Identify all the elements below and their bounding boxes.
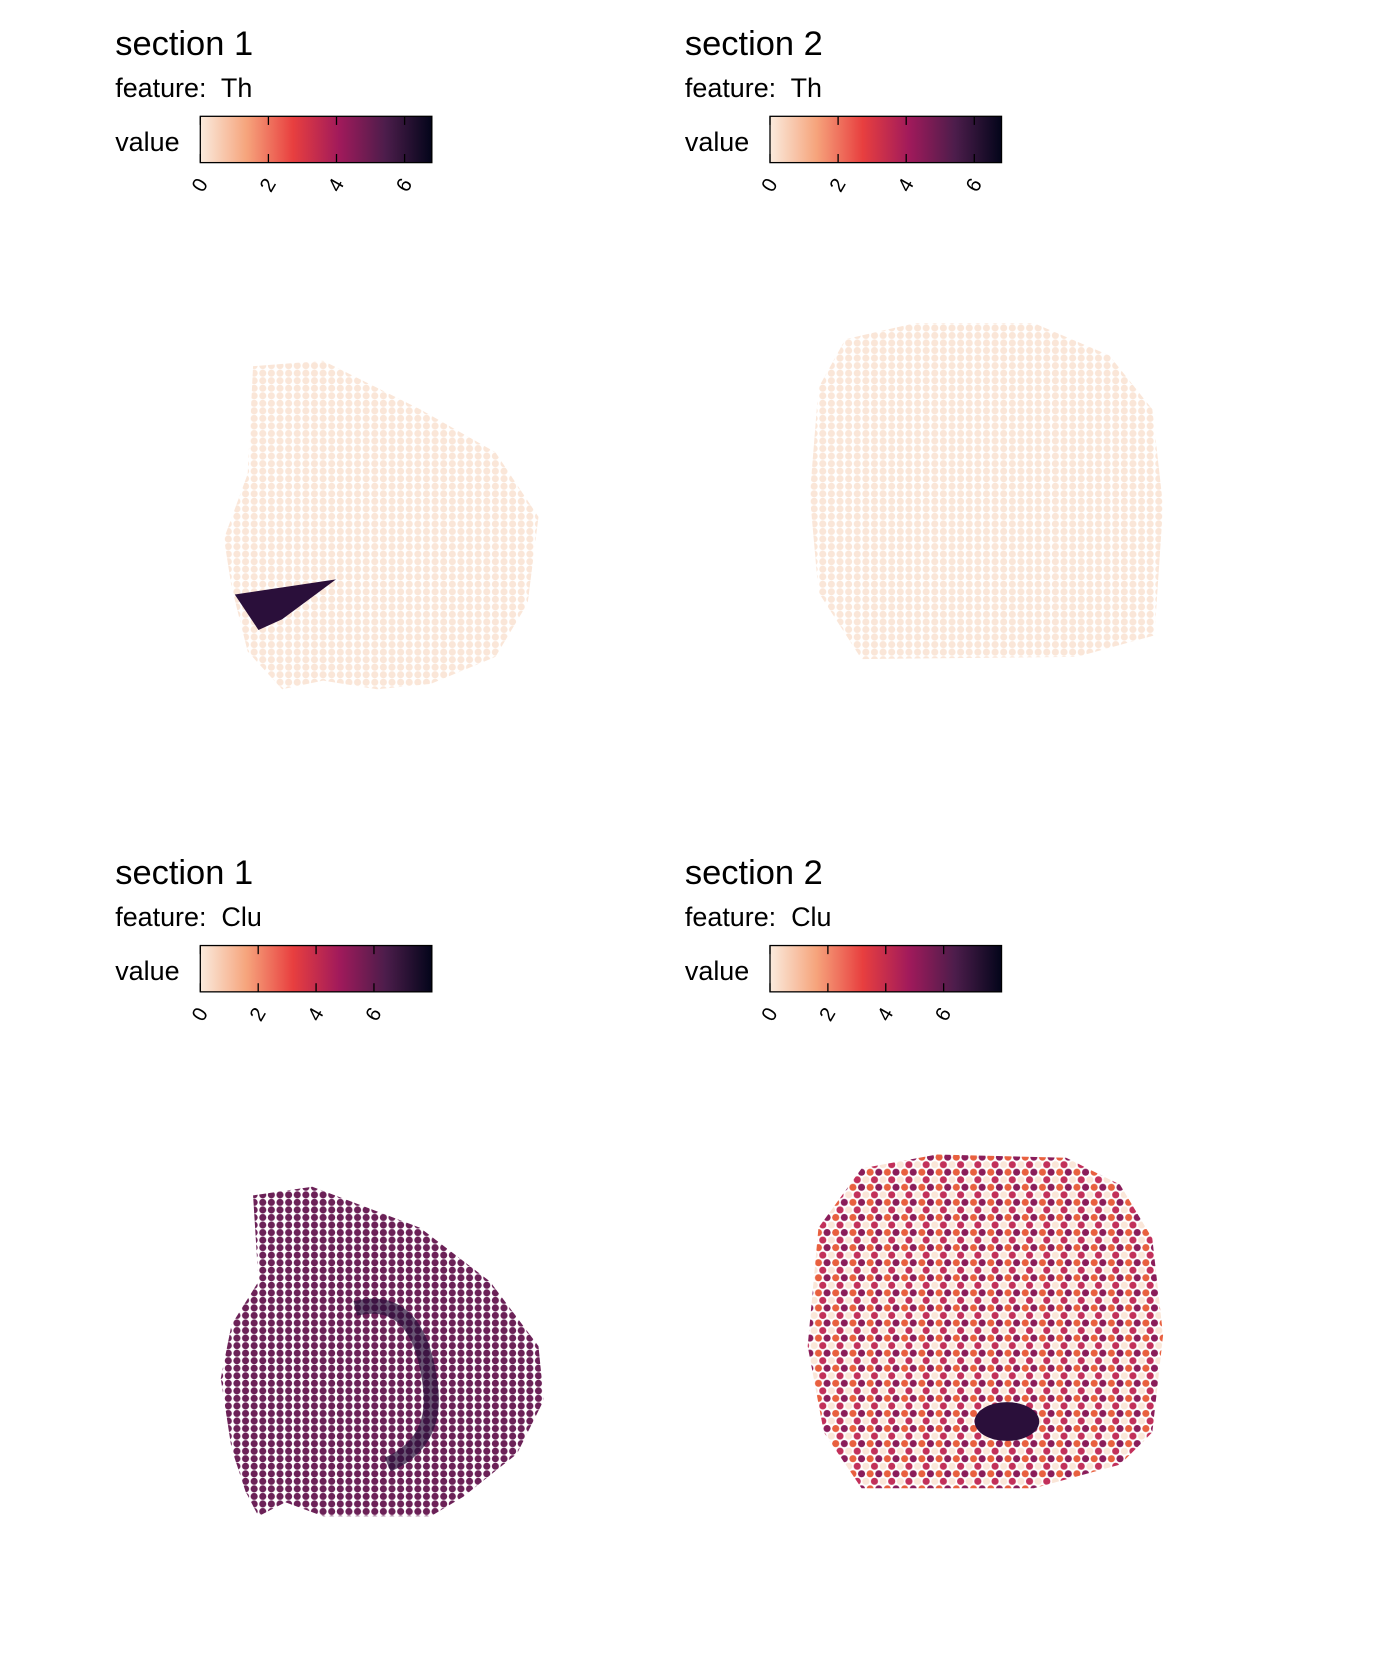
- tissue-section2-clu: [807, 1154, 1164, 1489]
- panel: section 2 feature: Clu value 0 2 4 6: [685, 854, 1003, 1025]
- panel: section 1 feature: Clu value 0 2 4 6: [115, 854, 433, 1025]
- panel: section 2 feature: Th value 0 2 4 6: [685, 25, 1003, 196]
- feature-label: feature: Clu: [115, 902, 262, 932]
- panel-title: section 2: [685, 25, 823, 63]
- colorbar-tick-label: 0: [187, 175, 213, 196]
- colorbar-tick-label: 4: [323, 175, 349, 196]
- panel-title: section 1: [115, 854, 253, 892]
- legend-title: value: [115, 127, 179, 157]
- feature-label: feature: Clu: [685, 902, 832, 932]
- tissue-section1-th: [224, 360, 539, 690]
- feature-label: feature: Th: [115, 73, 252, 103]
- colorbar-tick-label: 2: [255, 175, 281, 196]
- panel: section 1 feature: Th value 0 2 4 6: [115, 25, 433, 196]
- legend-title: value: [685, 127, 749, 157]
- colorbar-tick-label: 6: [392, 175, 418, 196]
- colorbar-tick-label: 4: [893, 175, 919, 196]
- panel-title: section 2: [685, 854, 823, 892]
- colorbar-tick-label: 6: [361, 1004, 387, 1025]
- colorbar-tick-label: 4: [303, 1004, 329, 1025]
- colorbar-tick-label: 6: [961, 175, 987, 196]
- colorbar-tick-label: 0: [757, 175, 783, 196]
- tissue-section1-clu: [220, 1186, 544, 1517]
- colorbar-tick-label: 2: [825, 175, 851, 196]
- colorbar-tick-label: 4: [873, 1004, 899, 1025]
- tissue-section2-th: [809, 323, 1164, 660]
- colorbar: [769, 115, 1003, 164]
- panel-title: section 1: [115, 25, 253, 63]
- colorbar-tick-label: 2: [245, 1004, 271, 1025]
- legend-title: value: [115, 956, 179, 986]
- colorbar-tick-label: 0: [757, 1004, 783, 1025]
- colorbar-tick-label: 6: [931, 1004, 957, 1025]
- legend-title: value: [685, 956, 749, 986]
- colorbar-tick-label: 0: [187, 1004, 213, 1025]
- colorbar-tick-label: 2: [815, 1004, 841, 1025]
- feature-label: feature: Th: [685, 73, 822, 103]
- colorbar: [199, 115, 433, 164]
